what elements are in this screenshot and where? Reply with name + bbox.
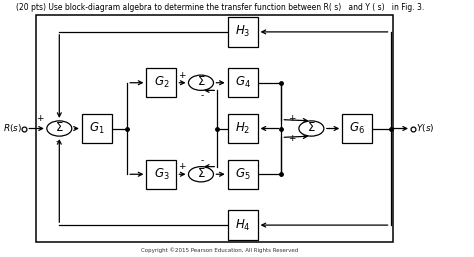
Text: $\Sigma$: $\Sigma$ [55, 121, 64, 134]
Text: +: + [178, 162, 185, 171]
Circle shape [47, 121, 72, 136]
Circle shape [189, 167, 213, 182]
Text: +: + [36, 114, 44, 123]
Text: $R(s)$: $R(s)$ [3, 123, 22, 134]
Text: -: - [55, 137, 59, 146]
Bar [36, 15, 392, 242]
Text: (20 pts) Use block-diagram algebra to determine the transfer function between R(: (20 pts) Use block-diagram algebra to de… [16, 3, 424, 12]
Text: $Y(s)$: $Y(s)$ [416, 123, 434, 134]
Text: $G_6$: $G_6$ [349, 121, 365, 136]
Bar [228, 114, 258, 143]
Text: $\Sigma$: $\Sigma$ [197, 167, 205, 180]
Text: $H_4$: $H_4$ [235, 218, 250, 233]
Text: $G_3$: $G_3$ [154, 167, 169, 182]
Bar [146, 160, 176, 189]
Text: +: + [288, 134, 295, 143]
Bar [228, 68, 258, 97]
Text: -: - [201, 91, 204, 100]
Bar [228, 210, 258, 240]
Text: -: - [201, 157, 204, 166]
Text: $G_4$: $G_4$ [235, 75, 251, 90]
Circle shape [189, 75, 213, 90]
Text: $H_2$: $H_2$ [235, 121, 250, 136]
Text: $H_3$: $H_3$ [235, 24, 250, 39]
Text: $G_5$: $G_5$ [235, 167, 250, 182]
Text: $G_1$: $G_1$ [89, 121, 105, 136]
Bar [82, 114, 112, 143]
Circle shape [299, 121, 324, 136]
Bar [146, 68, 176, 97]
Bar [342, 114, 372, 143]
Text: $\Sigma$: $\Sigma$ [197, 75, 205, 88]
Text: Copyright ©2015 Pearson Education, All Rights Reserved: Copyright ©2015 Pearson Education, All R… [141, 247, 298, 253]
Text: $\Sigma$: $\Sigma$ [307, 121, 316, 134]
Text: $G_2$: $G_2$ [154, 75, 169, 90]
Text: +: + [178, 71, 185, 80]
Text: +: + [288, 114, 295, 123]
Bar [228, 17, 258, 47]
Bar [228, 160, 258, 189]
